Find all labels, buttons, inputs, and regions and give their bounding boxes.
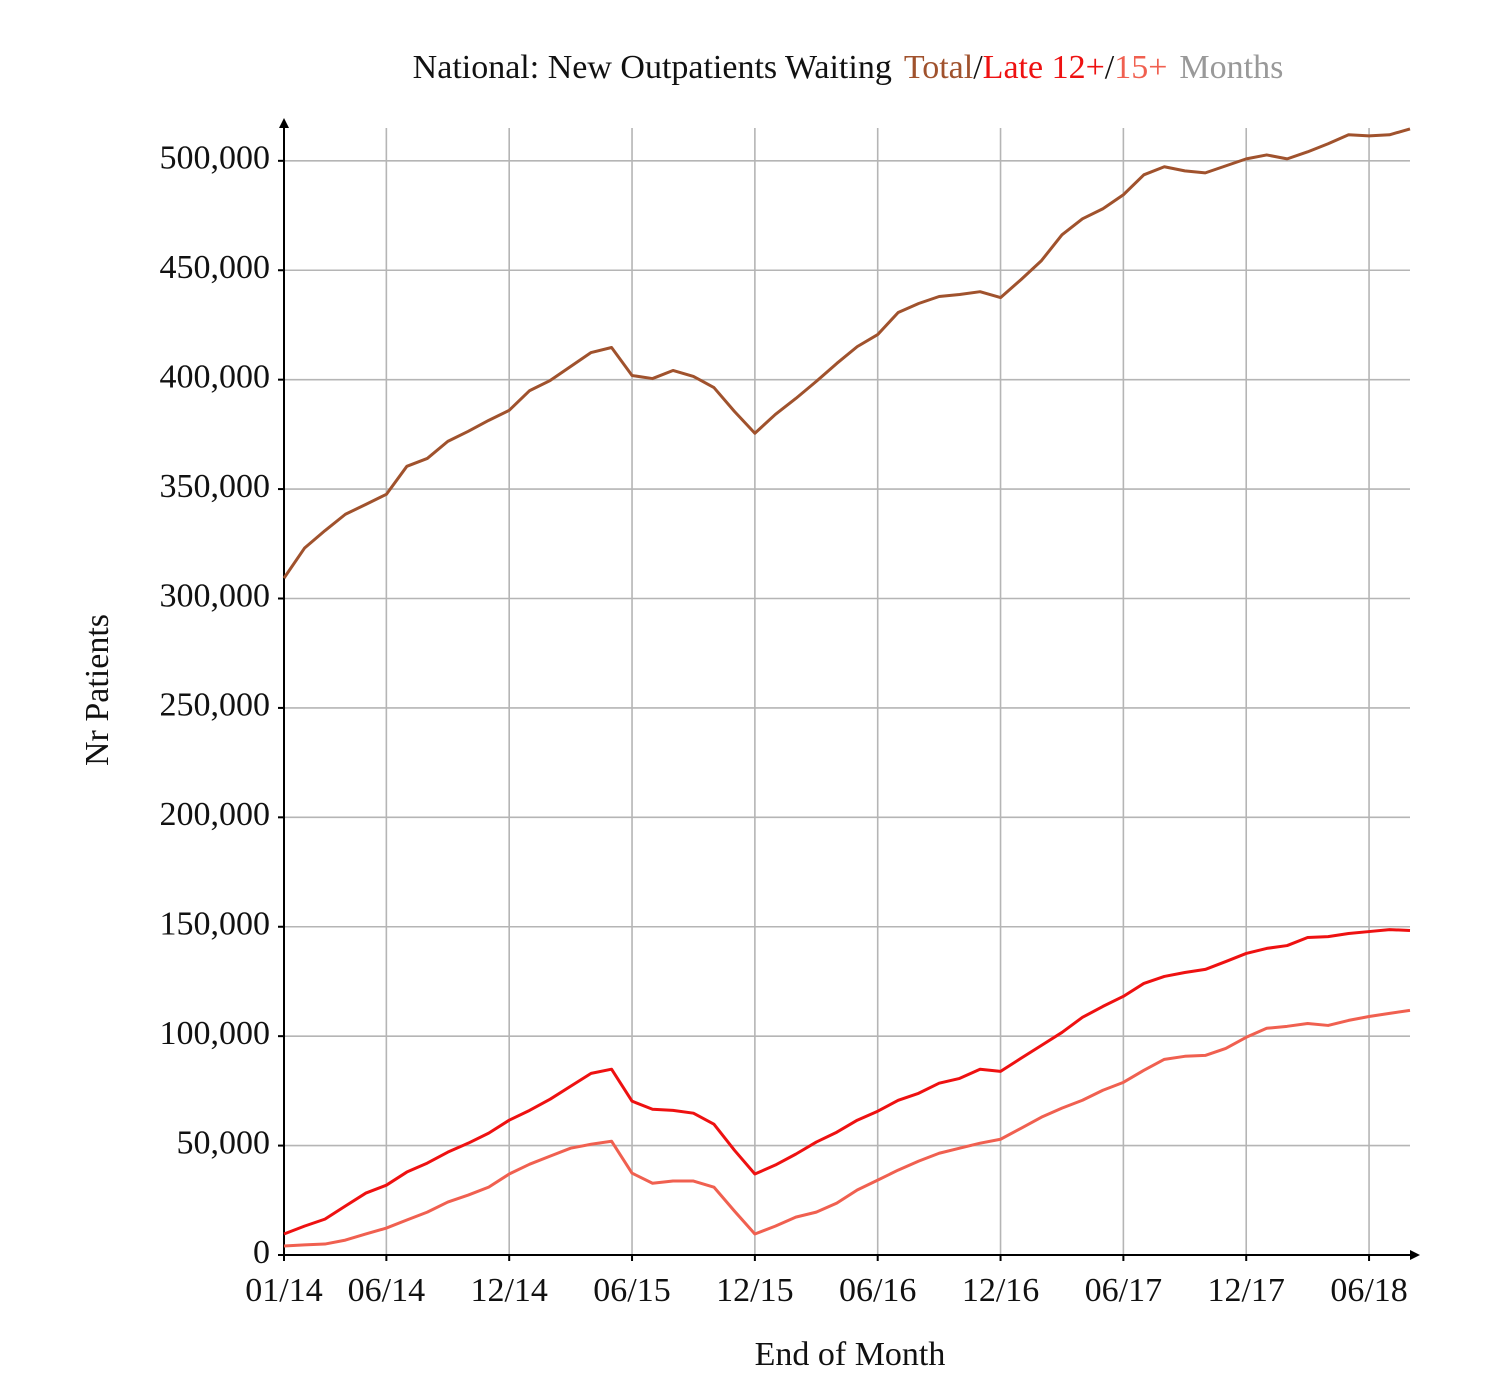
legend-entry: Late 12+ [983, 49, 1105, 86]
x-tick-label: 06/15 [593, 1272, 670, 1309]
x-tick-label: 12/17 [1207, 1272, 1284, 1309]
y-tick-label: 500,000 [160, 140, 271, 177]
x-axis-arrow [1410, 1250, 1420, 1260]
x-tick-label: 06/16 [839, 1272, 916, 1309]
title-separator: / [1105, 49, 1115, 86]
series-line [282, 127, 1411, 579]
legend-entry: 15+ [1114, 49, 1167, 86]
y-tick-label: 250,000 [160, 687, 271, 724]
chart-title-group: National: New Outpatients Waiting Total/L… [413, 49, 1284, 86]
y-axis-label: Nr Patients [79, 614, 116, 766]
y-tick-label: 150,000 [160, 906, 271, 943]
x-tick-label: 12/16 [962, 1272, 1039, 1309]
series-line [283, 1008, 1411, 1248]
title-suffix: Months [1179, 49, 1283, 86]
x-tick-label: 06/18 [1330, 1272, 1407, 1309]
y-tick-label: 450,000 [160, 249, 271, 286]
series-line [283, 928, 1411, 1236]
y-tick-label: 400,000 [160, 358, 271, 395]
x-tick-label: 06/14 [348, 1272, 425, 1309]
x-tick-label: 06/17 [1085, 1272, 1162, 1309]
title-text: National: New Outpatients Waiting [413, 49, 892, 86]
y-tick-label: 300,000 [160, 577, 271, 614]
y-tick-label: 350,000 [160, 468, 271, 505]
y-tick-label: 50,000 [177, 1124, 271, 1161]
legend-entry: Total [904, 49, 973, 86]
y-tick-label: 0 [253, 1234, 270, 1271]
y-tick-label: 100,000 [160, 1015, 271, 1052]
x-axis-label: End of Month [755, 1336, 946, 1373]
x-tick-label: 12/15 [716, 1272, 793, 1309]
y-tick-label: 200,000 [160, 796, 271, 833]
x-tick-label: 01/14 [245, 1272, 322, 1309]
y-axis-arrow [279, 118, 289, 128]
title-separator: / [973, 49, 983, 86]
x-tick-label: 12/14 [470, 1272, 547, 1309]
